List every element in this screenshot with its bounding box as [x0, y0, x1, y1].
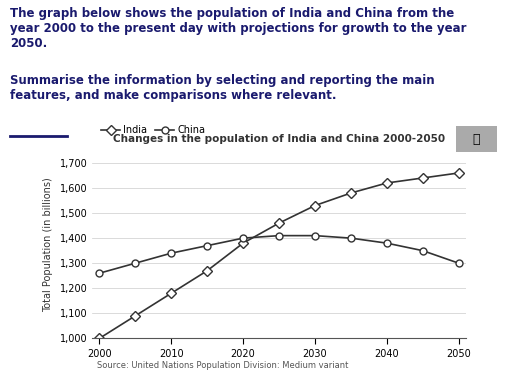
Text: The graph below shows the population of India and China from the
year 2000 to th: The graph below shows the population of … — [10, 7, 467, 50]
Text: Source: United Nations Population Division: Medium variant: Source: United Nations Population Divisi… — [97, 361, 349, 370]
Y-axis label: Total Population (in billions): Total Population (in billions) — [42, 177, 53, 312]
Title: Changes in the population of India and China 2000-2050: Changes in the population of India and C… — [113, 134, 445, 144]
Text: Summarise the information by selecting and reporting the main
features, and make: Summarise the information by selecting a… — [10, 74, 435, 102]
Legend: India, China: India, China — [97, 121, 209, 139]
Text: 🔍: 🔍 — [473, 133, 480, 146]
